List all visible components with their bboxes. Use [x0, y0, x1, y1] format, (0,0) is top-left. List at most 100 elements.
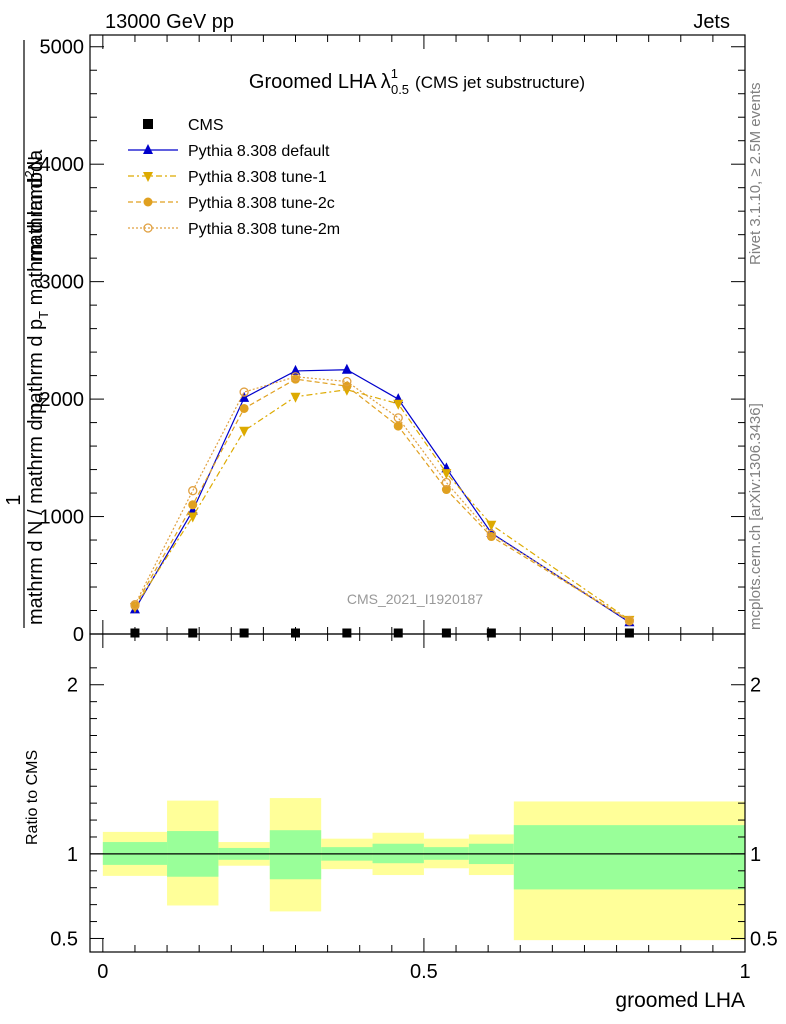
data-point [187, 512, 198, 523]
data-point [290, 372, 301, 382]
ylabel-numerator: 1 [3, 494, 25, 505]
legend-item: Pythia 8.308 tune-2c [128, 195, 335, 212]
legend-marker [143, 223, 153, 233]
data-point [239, 387, 249, 397]
data-point [239, 391, 250, 402]
data-point [441, 469, 452, 480]
legend-marker [143, 144, 153, 154]
title-sup: 1 [391, 66, 398, 81]
ratio-ytick-label-right: 1 [750, 844, 761, 866]
data-point [290, 374, 300, 384]
ylabel-num2-rest: N [25, 156, 47, 170]
main-y-axis-label: 1 mathrm d N / mathrm d pT mathrm d2N ma… [3, 40, 51, 628]
data-point [441, 628, 451, 638]
rivet-info: Rivet 3.1.10, ≥ 2.5M events [747, 83, 764, 266]
ratio-frame [89, 633, 746, 953]
ratio-xtick-label: 0 [97, 961, 108, 983]
main-ytick-label: 0 [73, 624, 84, 646]
legend-label: Pythia 8.308 tune-1 [188, 169, 327, 186]
ylabel-num2: mathrm d [25, 178, 47, 262]
main-panel: 1 mathrm d N / mathrm d pT mathrm d2N ma… [3, 34, 746, 646]
header-observable-class: Jets [693, 11, 730, 33]
legend-label: Pythia 8.308 default [188, 143, 330, 160]
series-line [134, 389, 630, 621]
series-circle-open [130, 372, 635, 626]
mcplots-info: mcplots.cern.ch [arXiv:1306.3436] [747, 403, 764, 630]
ratio-ytick-label-right: 0.5 [750, 928, 778, 950]
data-point [239, 403, 249, 413]
legend: CMS Pythia 8.308 default Pythia 8.308 tune… [128, 117, 340, 238]
data-point [393, 421, 403, 431]
main-ytick-label: 3000 [40, 272, 85, 294]
data-point [342, 628, 352, 638]
main-ytick-label: 4000 [40, 154, 85, 176]
ratio-panel: 0.5 0.51 12 20 0.5 1 Ratio to CMS groomed LHA [24, 633, 778, 1012]
legend-label: CMS [188, 117, 224, 134]
ratio-x-label: groomed LHA [615, 989, 745, 1012]
data-point [130, 599, 140, 610]
ratio-stat-band [513, 825, 745, 890]
series-line [134, 378, 630, 622]
data-point [342, 381, 352, 391]
ratio-xtick-label: 1 [739, 961, 750, 983]
title-sub: 0.5 [391, 82, 409, 97]
title-main: Groomed LHA [249, 71, 377, 93]
ratio-ytick-label: 2 [67, 675, 78, 697]
series-layer [129, 363, 635, 638]
legend-item: Pythia 8.308 tune-1 [128, 169, 327, 186]
legend-marker [143, 197, 153, 207]
legend-item: CMS [143, 117, 224, 134]
ratio-ytick-label: 0.5 [50, 928, 78, 950]
ylabel-second-fraction: mathrm d2N [22, 156, 47, 262]
ratio-stat-band [269, 830, 322, 880]
legend-item: Pythia 8.308 default [128, 143, 330, 160]
data-point [486, 628, 496, 638]
series-line [134, 369, 630, 623]
header-process: 13000 GeV pp [105, 11, 234, 33]
data-point [486, 520, 497, 531]
main-ytick-label: 2000 [40, 389, 85, 411]
data-point [290, 628, 300, 638]
ratio-bands [102, 798, 745, 941]
data-point [624, 628, 634, 638]
series-circle-filled [130, 374, 634, 626]
data-point [441, 477, 452, 488]
legend-label: Pythia 8.308 tune-2m [188, 221, 340, 238]
data-point [239, 426, 250, 437]
ylabel-denominator: mathrm d N / mathrm d pT [25, 395, 51, 625]
data-point [188, 486, 198, 496]
ratio-y-label: Ratio to CMS [24, 750, 41, 845]
series-triangle-down [129, 385, 635, 626]
data-point [342, 376, 352, 387]
ylabel-den1-sub: T [36, 395, 51, 403]
ylabel-den2: mathrm d pT mathrm d lambda [25, 149, 51, 420]
legend-marker [143, 172, 153, 182]
data-point [290, 364, 301, 375]
chart-title: Groomed LHA λ1 0.5 (CMS jet substructure) [249, 66, 585, 97]
ylabel-den2-sub: T [36, 311, 51, 319]
data-point [393, 413, 403, 423]
title-lambda: λ [381, 71, 391, 93]
data-point [290, 392, 301, 403]
legend-marker [143, 119, 153, 129]
ratio-ticks: 0.5 0.51 12 20 0.5 1 [50, 634, 778, 983]
data-point [486, 529, 496, 539]
analysis-watermark: CMS_2021_I1920187 [347, 591, 483, 607]
data-point [486, 532, 496, 542]
ratio-ytick-label-right: 2 [750, 675, 761, 697]
data-point [188, 500, 198, 510]
ylabel-num2-sup: 2 [22, 170, 37, 177]
series-triangle-up [129, 363, 635, 627]
data-point [393, 628, 403, 638]
ratio-ytick-label: 1 [67, 844, 78, 866]
data-point [130, 628, 140, 638]
legend-item: Pythia 8.308 tune-2m [128, 221, 340, 238]
series-line [134, 376, 630, 622]
ylabel-den2-a: mathrm d p [25, 319, 47, 420]
series-square [130, 628, 634, 638]
legend-label: Pythia 8.308 tune-2c [188, 195, 335, 212]
ratio-xtick-label: 0.5 [410, 961, 438, 983]
data-point [393, 399, 404, 410]
data-point [188, 628, 198, 638]
